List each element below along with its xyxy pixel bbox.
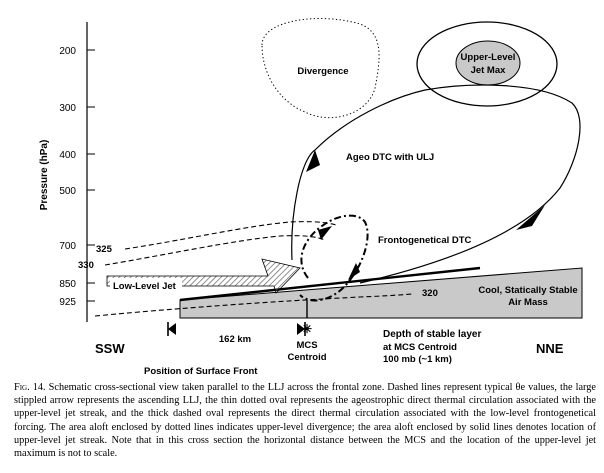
upper-level-jet-max: Upper-Level Jet Max xyxy=(416,21,558,107)
cross-section-diagram: 200 300 400 500 700 850 925 Pressure (hP… xyxy=(39,18,583,377)
caption-text: Schematic cross-sectional view taken par… xyxy=(14,382,597,460)
mcs-centroid: ✳ MCS Centroid xyxy=(287,300,327,363)
mcs-label-2: Centroid xyxy=(287,352,326,363)
surface-front-label: Position of Surface Front xyxy=(144,366,258,377)
tick-label-400: 400 xyxy=(59,150,76,161)
tick-label-700: 700 xyxy=(59,241,76,252)
isentrope-label-330: 330 xyxy=(78,260,94,271)
divergence-region: Divergence xyxy=(261,18,380,119)
nne-label: NNE xyxy=(536,341,564,356)
cool-air-mass: Cool, Statically Stable Air Mass xyxy=(179,266,583,319)
ageo-dtc-label: Ageo DTC with ULJ xyxy=(346,152,434,163)
low-level-jet-label: Low-Level Jet xyxy=(113,281,177,292)
isentrope-330 xyxy=(104,235,326,266)
frontogenetical-dtc-label: Frontogenetical DTC xyxy=(378,235,472,246)
tick-label-500: 500 xyxy=(59,186,76,197)
isentrope-325 xyxy=(124,221,337,250)
caption-lead: Fig. 14. xyxy=(14,382,46,393)
jet-max-label-2: Jet Max xyxy=(471,65,507,76)
tick-label-200: 200 xyxy=(59,46,76,57)
isentrope-label-320: 320 xyxy=(422,288,438,299)
distance-label: 162 km xyxy=(219,334,251,345)
y-axis: 200 300 400 500 700 850 925 Pressure (hP… xyxy=(39,22,95,322)
jet-max-label-1: Upper-Level xyxy=(461,52,516,63)
depth-label-2: at MCS Centroid xyxy=(383,342,457,353)
ssw-label: SSW xyxy=(95,341,125,356)
surface-front-marker: 162 km xyxy=(167,322,306,345)
depth-label-3: 100 mb (~1 km) xyxy=(383,354,452,365)
depth-label-1: Depth of stable layer xyxy=(383,329,481,340)
mcs-symbol: ✳ xyxy=(302,322,312,336)
isentrope-label-325: 325 xyxy=(96,244,113,255)
isentrope-320 xyxy=(94,293,413,317)
tick-label-925: 925 xyxy=(59,297,76,308)
divergence-label: Divergence xyxy=(297,66,348,77)
isentropes xyxy=(94,221,413,317)
figure-caption: Fig. 14. Schematic cross-sectional view … xyxy=(14,381,596,460)
ageo-dtc-circulation: Ageo DTC with ULJ xyxy=(291,84,581,284)
y-axis-label: Pressure (hPa) xyxy=(39,140,50,211)
tick-label-300: 300 xyxy=(59,103,76,114)
frontogenetical-dtc-circulation: Frontogenetical DTC xyxy=(299,214,472,302)
low-level-jet-arrow: Low-Level Jet xyxy=(106,258,301,294)
cool-air-label-1: Cool, Statically Stable xyxy=(478,285,577,296)
stable-layer-depth: Depth of stable layer at MCS Centroid 10… xyxy=(383,329,481,365)
cool-air-label-2: Air Mass xyxy=(508,297,548,308)
tick-label-850: 850 xyxy=(59,279,76,290)
mcs-label-1: MCS xyxy=(296,340,317,351)
